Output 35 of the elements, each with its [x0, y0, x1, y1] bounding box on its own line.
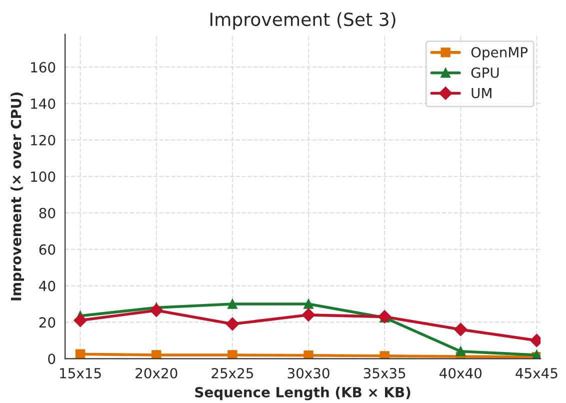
point — [228, 350, 238, 359]
x-axis-title: Sequence Length (KB × KB) — [195, 386, 410, 400]
point — [152, 350, 162, 359]
point — [228, 299, 238, 309]
y-tick-label: 120 — [31, 134, 56, 146]
point — [304, 299, 314, 309]
y-tick-label: 140 — [31, 98, 56, 109]
x-tick-label: 45x45 — [516, 368, 558, 378]
x-tick-label: 40x40 — [440, 368, 482, 378]
y-tick-label: 0 — [48, 354, 56, 364]
point — [150, 304, 163, 317]
y-tick-label: 60 — [39, 244, 56, 255]
point — [302, 308, 316, 322]
point — [74, 314, 87, 327]
x-tick-label: 20x20 — [136, 368, 178, 378]
legend-label: OpenMP — [471, 47, 528, 60]
y-axis-title: Improvement (× over CPU) — [10, 92, 24, 300]
point — [75, 349, 86, 359]
point — [380, 351, 390, 359]
y-tick-label: 160 — [31, 62, 56, 73]
y-tick-label: 100 — [31, 171, 56, 182]
y-tick-label: 40 — [39, 280, 56, 292]
point — [456, 346, 466, 356]
legend-label: UM — [472, 88, 492, 98]
chart-title: Improvement (Set 3) — [210, 12, 396, 30]
point — [454, 322, 468, 336]
y-tick-label: 80 — [39, 208, 56, 218]
x-tick-label: 30x30 — [288, 368, 330, 378]
y-tick-label: 20 — [39, 317, 56, 328]
x-tick-label: 25x25 — [212, 368, 254, 378]
legend-label: GPU — [471, 67, 499, 78]
point — [226, 317, 240, 331]
point — [304, 350, 314, 359]
x-tick-label: 35x35 — [364, 368, 406, 378]
x-tick-label: 15x15 — [60, 368, 101, 378]
